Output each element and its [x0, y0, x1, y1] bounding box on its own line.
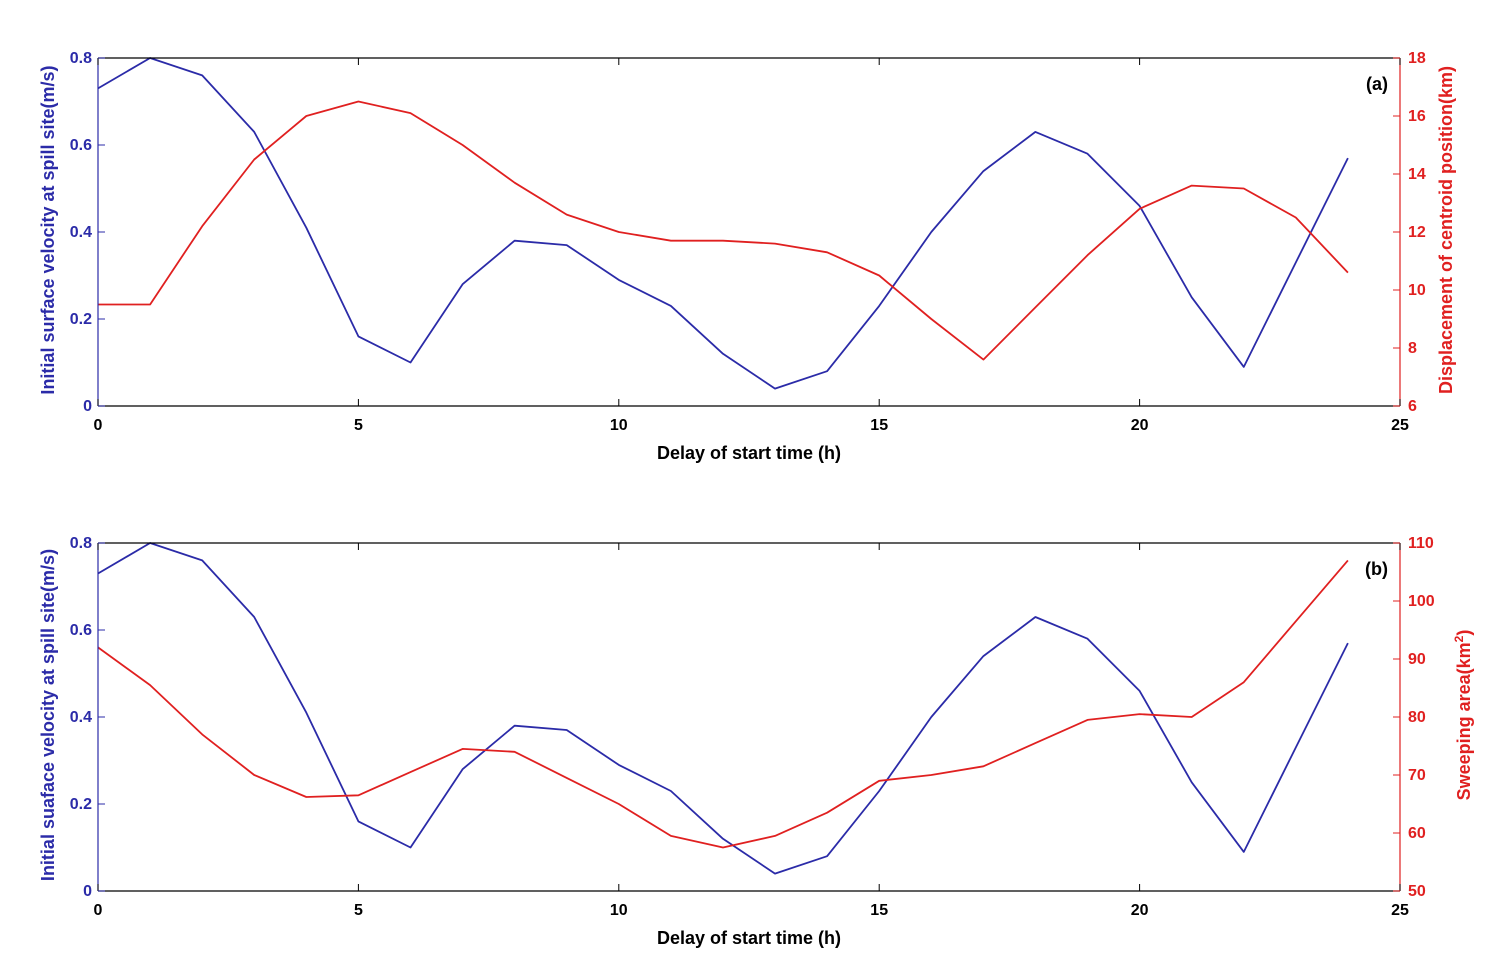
x-tick-label: 5 — [354, 417, 363, 434]
right-y-tick-label: 90 — [1408, 651, 1426, 668]
x-tick-label: 15 — [870, 902, 888, 919]
right-y-tick-label: 8 — [1408, 340, 1417, 357]
series-line-velocity — [97, 57, 1349, 390]
right-y-axis-title: Displacement of centroid position(km) — [1436, 66, 1456, 394]
left-y-axis-title: Initial surface velocity at spill site(m… — [38, 65, 58, 394]
x-tick-label: 10 — [610, 417, 628, 434]
right-y-tick-label: 60 — [1408, 825, 1426, 842]
right-y-axis-title-text: Displacement of centroid position(km) — [1436, 66, 1456, 394]
right-y-tick-label: 50 — [1408, 883, 1426, 900]
left-y-tick-label: 0.8 — [70, 535, 92, 552]
left-y-tick-label: 0.6 — [70, 137, 92, 154]
x-tick-label: 25 — [1391, 902, 1409, 919]
panel-label: (b) — [1365, 559, 1388, 579]
series-line-velocity — [97, 542, 1349, 875]
x-tick-label: 0 — [94, 417, 103, 434]
right-y-tick-label: 80 — [1408, 709, 1426, 726]
x-tick-label: 20 — [1131, 417, 1149, 434]
chart-panel-a: 0 5 10 15 20 25 0 0.2 0.4 0.6 0.8 6 8 10 12 14 16 18 Delay… — [38, 50, 1456, 463]
left-y-tick-label: 0.2 — [70, 796, 92, 813]
right-y-axis-title-text: Sweeping area(km — [1454, 642, 1474, 800]
right-y-tick-label: 14 — [1408, 166, 1426, 183]
left-y-tick-label: 0.6 — [70, 622, 92, 639]
left-y-tick-label: 0.4 — [70, 224, 92, 241]
right-y-tick-label: 70 — [1408, 767, 1426, 784]
left-y-tick-label: 0.8 — [70, 50, 92, 67]
right-y-axis-title-end: ) — [1454, 630, 1474, 636]
panel-label: (a) — [1366, 74, 1388, 94]
right-y-tick-label: 6 — [1408, 398, 1417, 415]
series-line-displacement — [98, 100, 1349, 361]
x-tick-label: 25 — [1391, 417, 1409, 434]
left-y-tick-label: 0.4 — [70, 709, 92, 726]
left-y-axis-title: Initial suaface velocity at spill site(m… — [38, 549, 58, 881]
series-line-sweeping-area — [97, 559, 1349, 849]
right-y-tick-label: 16 — [1408, 108, 1426, 125]
right-y-tick-label: 18 — [1408, 50, 1426, 67]
x-tick-label: 20 — [1131, 902, 1149, 919]
left-y-tick-label: 0 — [83, 883, 92, 900]
right-y-tick-label: 100 — [1408, 593, 1435, 610]
right-y-tick-label: 110 — [1408, 535, 1434, 552]
right-y-tick-label: 10 — [1408, 282, 1426, 299]
right-y-axis-title-superscript: 2 — [1452, 635, 1466, 642]
x-tick-label: 5 — [354, 902, 363, 919]
right-y-tick-label: 12 — [1408, 224, 1426, 241]
left-y-tick-label: 0.2 — [70, 311, 92, 328]
x-axis-title: Delay of start time (h) — [657, 928, 841, 948]
x-tick-label: 0 — [94, 902, 103, 919]
right-y-axis-title: Sweeping area(km2) — [1452, 630, 1474, 801]
chart-panel-b: 0 5 10 15 20 25 0 0.2 0.4 0.6 0.8 50 60 70 80 90 100 110 D… — [38, 535, 1474, 948]
left-y-tick-label: 0 — [83, 398, 92, 415]
x-tick-label: 10 — [610, 902, 628, 919]
x-tick-label: 15 — [870, 417, 888, 434]
x-axis-title: Delay of start time (h) — [657, 443, 841, 463]
